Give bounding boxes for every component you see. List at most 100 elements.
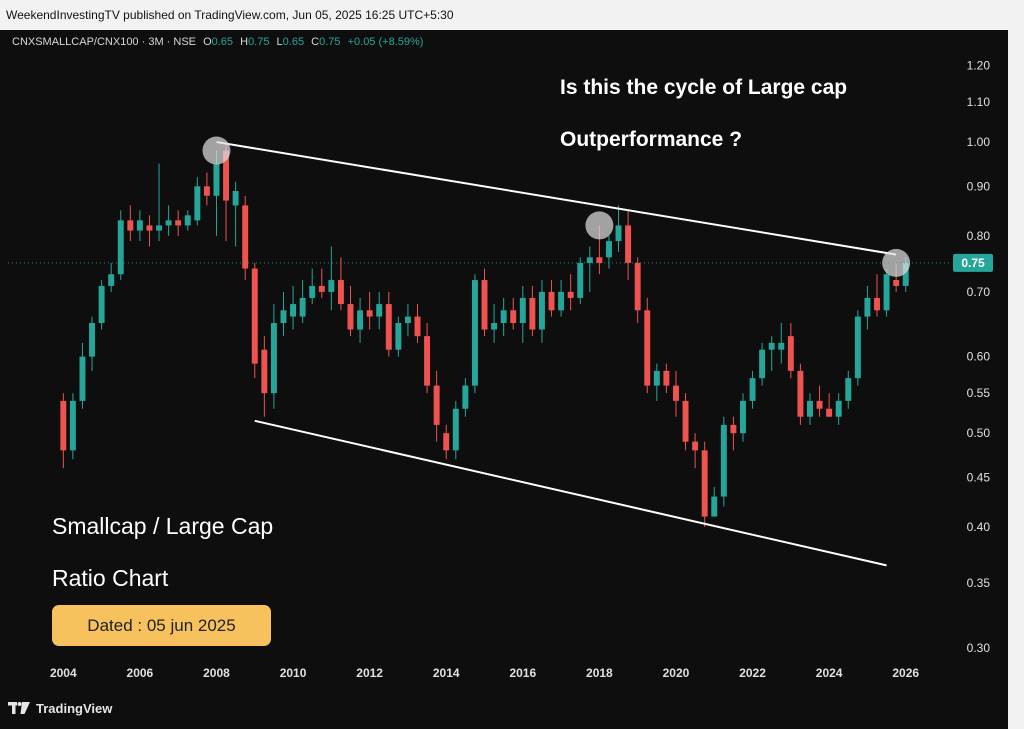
candle-body [510, 310, 517, 324]
candle-body [883, 274, 890, 311]
candle-body [634, 262, 641, 311]
candle-body [261, 349, 268, 394]
candle-body [414, 316, 421, 337]
candle-body [826, 408, 833, 417]
tradingview-brand: TradingView [36, 700, 113, 716]
candle-body [711, 496, 718, 517]
candle-body [471, 280, 478, 386]
question-annotation: Is this the cycle of Large cap Outperfor… [560, 62, 980, 166]
candle-body [299, 297, 306, 317]
candle-body [558, 291, 565, 311]
candle-body [797, 370, 804, 417]
candle-body [682, 400, 689, 442]
y-tick-label: 0.90 [967, 179, 991, 193]
candle-body [720, 424, 727, 497]
candle-body [902, 262, 909, 286]
candle-body [443, 433, 450, 451]
candle-body [108, 274, 115, 286]
change-value: +0.05 (+8.59%) [347, 36, 424, 48]
candle-body [337, 280, 344, 305]
question-line-2: Outperformance ? [560, 128, 743, 151]
candle-body [309, 285, 316, 298]
candle-body [538, 291, 545, 330]
candle-body [270, 323, 277, 394]
candle-body [663, 370, 670, 386]
candle-body [778, 342, 785, 350]
candle-body [347, 304, 354, 330]
y-tick-label: 0.55 [967, 386, 991, 400]
candle-body [318, 285, 325, 292]
candle-body [79, 356, 86, 401]
x-tick-label: 2018 [586, 666, 613, 680]
candle-body [251, 268, 258, 364]
candle-body [424, 336, 431, 386]
candle-body [768, 342, 775, 350]
x-tick-label: 2020 [663, 666, 690, 680]
y-tick-label: 0.80 [967, 229, 991, 243]
question-line-1: Is this the cycle of Large cap [560, 76, 848, 99]
candle-body [529, 297, 536, 330]
y-tick-label: 1.10 [967, 95, 991, 109]
candle-body [385, 304, 392, 350]
caption-line-2: Ratio Chart [52, 565, 169, 591]
candle-body [404, 316, 411, 324]
highlight-circle [202, 136, 231, 165]
candle-body [136, 220, 143, 231]
candle-body [60, 400, 67, 451]
publish-text: WeekendInvestingTV published on TradingV… [6, 8, 454, 22]
candle-body [605, 241, 612, 258]
candle-body [376, 304, 383, 317]
candle-body [328, 280, 335, 292]
low-label: L [276, 36, 283, 48]
candle-body [807, 400, 813, 417]
candle-body [290, 304, 297, 317]
last-price-badge [953, 253, 993, 272]
open-label: O [203, 36, 212, 48]
high-label: H [240, 36, 249, 48]
symbol-label[interactable]: CNXSMALLCAP/CNX100 · 3M · NSE [12, 36, 196, 48]
y-tick-label: 0.30 [967, 641, 991, 655]
x-tick-label: 2016 [509, 666, 536, 680]
candle-body [232, 191, 239, 206]
x-tick-label: 2012 [356, 666, 383, 680]
y-tick-label: 0.35 [967, 576, 991, 590]
y-tick-label: 0.50 [967, 426, 991, 440]
candle-body [366, 310, 373, 317]
x-tick-label: 2026 [892, 666, 919, 680]
ohlc-legend: CNXSMALLCAP/CNX100 · 3M · NSE O0.65 H0.7… [12, 36, 423, 48]
tradingview-logo[interactable]: TradingView [8, 698, 112, 718]
candle-body [653, 370, 660, 386]
candle-body [127, 220, 134, 231]
candle-body [596, 257, 603, 263]
low-value: 0.65 [282, 36, 305, 48]
candle-body [184, 215, 191, 226]
candle-body [117, 220, 124, 275]
candle-body [893, 280, 900, 286]
candle-body [203, 186, 210, 196]
candle-body [175, 220, 182, 226]
candle-body [644, 310, 651, 386]
high-value: 0.75 [248, 36, 270, 48]
x-tick-label: 2008 [203, 666, 230, 680]
candle-body [452, 408, 459, 451]
candle-body [462, 385, 469, 409]
candle-body [672, 385, 679, 401]
x-tick-label: 2006 [127, 666, 154, 680]
candle-body [395, 323, 402, 350]
y-tick-label: 0.60 [967, 350, 991, 364]
chart-panel[interactable] [0, 30, 1008, 690]
y-tick-label: 0.40 [967, 520, 991, 534]
candle-body [98, 285, 105, 324]
x-tick-label: 2024 [816, 666, 843, 680]
open-value: 0.65 [211, 36, 234, 48]
candle-body [481, 280, 488, 330]
candle-body [156, 225, 163, 231]
x-tick-label: 2004 [50, 666, 77, 680]
candle-body [759, 349, 766, 379]
candle-body [213, 163, 220, 196]
candle-body [740, 400, 746, 434]
candle-body [89, 323, 96, 357]
right-gutter [1008, 30, 1024, 729]
